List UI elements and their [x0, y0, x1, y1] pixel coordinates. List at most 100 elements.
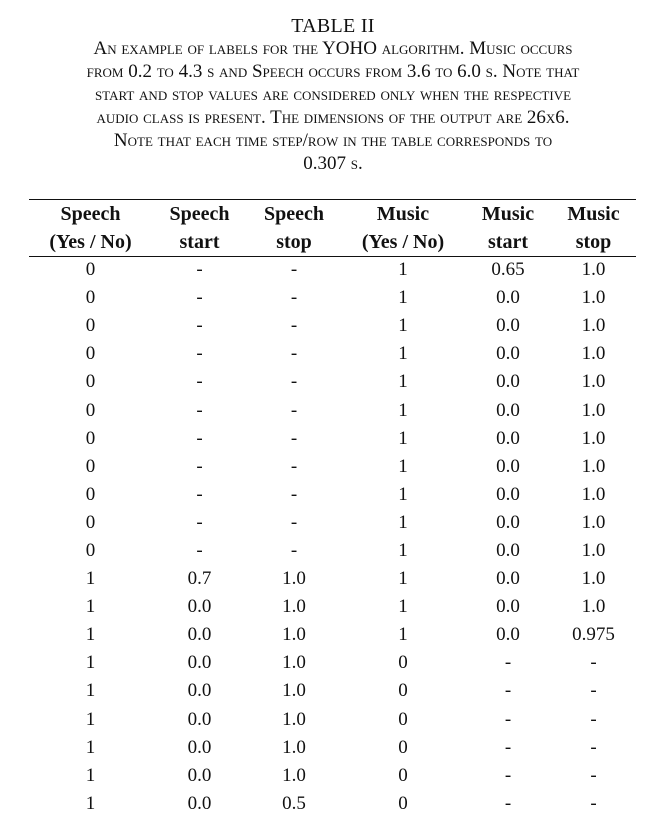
table-cell: 1.0	[581, 511, 606, 533]
caption-line: Note that each time step/row in the tabl…	[113, 130, 553, 151]
table-cell: 0	[85, 371, 96, 393]
table-row: 1 0.0 1.0 0 - -	[29, 762, 636, 790]
caption-line: from 0.2 to 4.3 s and Speech occurs from…	[86, 61, 580, 82]
column-header-sub: stop	[276, 231, 312, 253]
table-cell: 0.0	[187, 736, 212, 758]
table-cell: 1.0	[581, 568, 606, 590]
table-cell: -	[290, 287, 298, 309]
table-cell: 0	[85, 287, 96, 309]
caption-line: 0.307 s.	[303, 153, 363, 174]
table-row: 1 0.7 1.0 1 0.0 1.0	[29, 565, 636, 593]
table-cell: 1	[398, 427, 408, 449]
table-cell: 1	[85, 708, 96, 730]
table-cell: 0.0	[187, 624, 212, 646]
column-header: Speech	[60, 203, 121, 225]
table-cell: 0.0	[496, 568, 520, 590]
table-cell: 1.0	[581, 399, 606, 421]
table-cell: 1	[398, 399, 408, 421]
table-cell: 0.0	[496, 343, 520, 365]
table-cell: 1.0	[581, 371, 606, 393]
table-cell: -	[290, 455, 298, 477]
table-row: 0 - - 1 0.0 1.0	[29, 481, 636, 509]
table-cell: 0.0	[496, 596, 520, 618]
table-cell: 0	[85, 483, 96, 505]
table-cell: -	[590, 764, 597, 786]
table-cell: 0	[85, 259, 96, 281]
table-top-rule	[29, 199, 636, 201]
table-cell: 0.975	[572, 624, 615, 646]
column-header-sub: stop	[575, 231, 612, 253]
table-row: 1 0.0 1.0 1 0.0 0.975	[29, 621, 636, 649]
table-cell: -	[196, 539, 203, 561]
table-cell: 0.0	[187, 764, 212, 786]
column-header-sub: (Yes / No)	[361, 231, 445, 253]
labels-table: Speech Speech Speech Music Music Music (…	[29, 200, 636, 818]
table-cell: -	[290, 399, 298, 421]
table-cell: 1	[85, 680, 96, 702]
table-cell: 1	[398, 455, 408, 477]
column-header-sub: start	[179, 231, 220, 253]
table-cell: 1	[398, 511, 408, 533]
table-row: 0 - - 1 0.0 1.0	[29, 368, 636, 396]
table-cell: 0.0	[187, 652, 212, 674]
table-row: 1 0.0 1.0 0 - -	[29, 677, 636, 705]
table-cell: 1	[85, 652, 96, 674]
table-row: 0 - - 1 0.65 1.0	[29, 256, 636, 284]
table-cell: -	[196, 259, 203, 281]
table-cell: -	[290, 511, 298, 533]
table-cell: 0.0	[496, 315, 520, 337]
table-cell: -	[590, 652, 597, 674]
caption-line: audio class is present. The dimensions o…	[96, 107, 570, 128]
table-cell: -	[196, 399, 203, 421]
table-cell: 0.7	[187, 568, 212, 590]
table-cell: 1.0	[581, 539, 606, 561]
table-cell: -	[290, 539, 298, 561]
table-cell: -	[290, 427, 298, 449]
table-row: 1 0.0 1.0 0 - -	[29, 706, 636, 734]
table-cell: 0	[398, 792, 408, 814]
table-cell: 0	[85, 455, 96, 477]
table-cell: -	[590, 792, 597, 814]
table-cell: 1	[398, 287, 408, 309]
table-cell: 1.0	[581, 315, 606, 337]
table-cell: 1	[85, 736, 96, 758]
table-cell: -	[290, 343, 298, 365]
table-cell: -	[590, 708, 597, 730]
table-cell: -	[504, 764, 512, 786]
column-header: Speech	[169, 203, 230, 225]
table-row: 1 0.0 1.0 1 0.0 1.0	[29, 593, 636, 621]
table-cell: -	[196, 427, 203, 449]
table-cell: 0	[85, 315, 96, 337]
table-cell: 0.0	[496, 455, 520, 477]
table-cell: 1	[85, 792, 96, 814]
table-row: 0 - - 1 0.0 1.0	[29, 396, 636, 424]
table-cell: 0	[398, 652, 408, 674]
table-cell: 0.0	[496, 624, 520, 646]
table-cell: 0	[398, 680, 408, 702]
table-row: 0 - - 1 0.0 1.0	[29, 284, 636, 312]
table-cell: -	[504, 792, 512, 814]
table-row: 1 0.0 0.5 0 - -	[29, 790, 636, 818]
table-body: 0 - - 1 0.65 1.0 0 - - 1 0.0 1.0 0 - - 1 0.0 1.0 0 - - 1 0.0 1.…	[29, 256, 636, 818]
table-cell: 1	[398, 259, 408, 281]
table-cell: -	[590, 736, 597, 758]
table-cell: 0.0	[187, 792, 212, 814]
table-cell: 1.0	[282, 708, 306, 730]
table-cell: 1.0	[282, 596, 306, 618]
table-cell: 0	[85, 343, 96, 365]
column-header: Music	[481, 203, 535, 225]
column-header-sub: (Yes / No)	[49, 231, 132, 253]
table-row: 1 0.0 1.0 0 - -	[29, 649, 636, 677]
table-cell: 0	[398, 736, 408, 758]
table-cell: -	[590, 680, 597, 702]
table-cell: 0	[85, 511, 96, 533]
table-row: 0 - - 1 0.0 1.0	[29, 509, 636, 537]
table-row: 1 0.0 1.0 0 - -	[29, 734, 636, 762]
column-header: Speech	[264, 203, 324, 225]
table-header-rule	[29, 256, 636, 258]
table-cell: -	[504, 708, 512, 730]
table-cell: 1.0	[581, 259, 606, 281]
column-header: Music	[567, 203, 620, 225]
table-cell: 0.0	[496, 287, 520, 309]
table-cell: 1.0	[581, 343, 606, 365]
